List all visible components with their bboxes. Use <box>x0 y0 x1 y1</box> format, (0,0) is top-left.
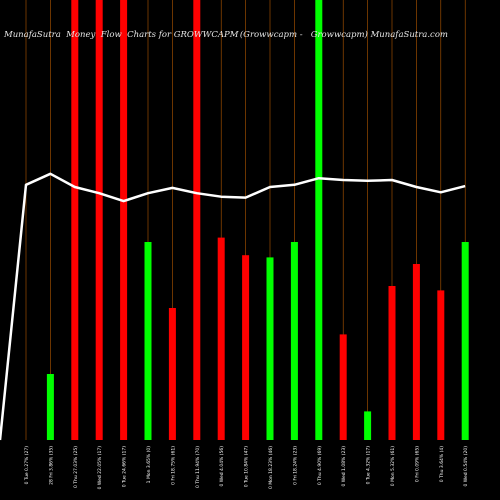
bar <box>437 290 445 440</box>
bar <box>266 257 274 440</box>
x-tick-label: 0 Tue 24.66% (17) <box>122 446 128 487</box>
x-tick-label: 0 Wed 1.08% (23) <box>341 446 347 487</box>
x-tick-label: 0 Tue 0.27% (27) <box>24 446 30 485</box>
x-tick-label: 0 Mon 5.32% (61) <box>390 446 396 486</box>
x-tick-label: 0 Thu 27.03% (25) <box>73 446 79 488</box>
bar <box>46 374 54 440</box>
x-tick-label: 0 Fri 18.24% (23) <box>292 446 298 485</box>
x-tick-label: 0 Tue 4.32% (17) <box>366 446 372 485</box>
x-tick-label: 0 Thu 11.94% (70) <box>195 446 201 488</box>
bar <box>168 308 176 440</box>
x-tick-label: 0 Wed 22.05% (17) <box>97 446 103 490</box>
bar <box>217 237 225 440</box>
x-axis-labels: 0 Tue 0.27% (27) 28 Fri 3.86% (35) 0 Thu 2… <box>24 446 469 490</box>
chart-source: (Growwcapm - Growwcapm) MunafaSutra.com <box>239 30 448 40</box>
x-tick-label: 0 Thu 4.90% (69) <box>317 446 323 485</box>
money-flow-line <box>0 172 466 441</box>
x-tick-label: 0 Thu 3.64% (4) <box>439 446 445 483</box>
bar <box>412 264 420 440</box>
x-tick-label: 28 Fri 3.86% (35) <box>48 446 54 485</box>
x-tick-label: 0 Wed 0.54% (20) <box>463 446 469 487</box>
bar <box>388 286 396 440</box>
x-tick-label: 0 Wed 4.04% (56) <box>219 446 225 487</box>
chart-title: MunafaSutra Money Flow Charts for GROWWC… <box>4 30 239 40</box>
bar <box>461 242 469 440</box>
bar <box>242 255 250 440</box>
bar <box>364 411 372 440</box>
bar <box>71 0 79 440</box>
bar-series <box>46 0 469 440</box>
bar <box>315 0 323 440</box>
bar <box>144 242 152 440</box>
bar <box>290 242 298 440</box>
bar <box>95 0 103 440</box>
x-tick-label: 0 Tue 10.84% (47) <box>244 446 250 487</box>
x-tick-label: 0 Mon 18.23% (46) <box>268 446 274 489</box>
bar <box>339 334 347 440</box>
bar <box>120 0 128 440</box>
x-tick-label: 1 Mon 3.65% (0) <box>146 446 152 484</box>
x-tick-label: 0 Fri 18.75% (61) <box>170 446 176 485</box>
x-tick-label: 0 Fri 0.09% (65) <box>414 446 420 482</box>
bar <box>193 0 201 440</box>
